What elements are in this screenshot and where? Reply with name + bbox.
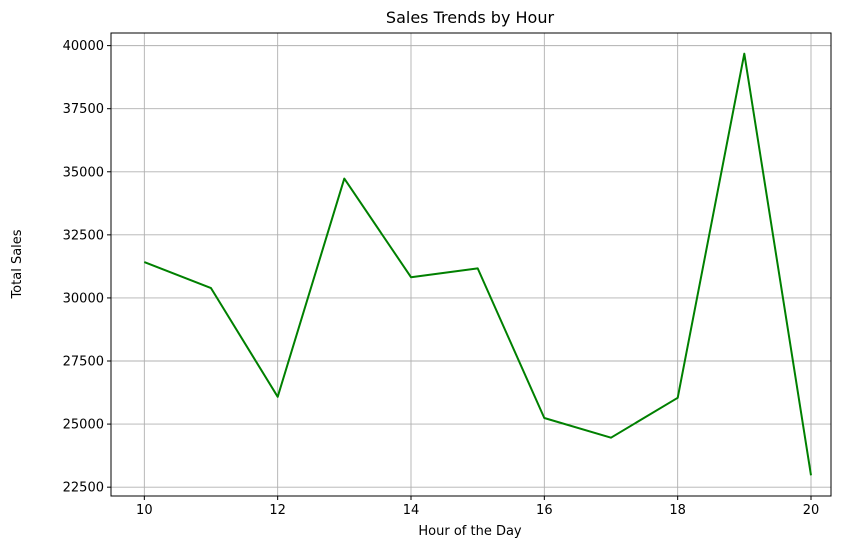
x-tick-label: 16 (536, 503, 553, 518)
y-tick-label: 40000 (63, 39, 104, 54)
plot-frame (110, 32, 832, 497)
y-tick-label: 35000 (63, 165, 104, 180)
y-axis: 22500 25000 27500 30000 32500 35000 37500 40000 (63, 39, 111, 496)
y-axis-label: Total Sales (10, 229, 25, 299)
y-tick-label: 32500 (63, 228, 104, 243)
y-tick-label: 37500 (63, 102, 104, 117)
x-tick-label: 18 (669, 503, 686, 518)
x-tick-label: 12 (269, 503, 286, 518)
sales-series-line (143, 52, 812, 476)
x-tick-label: 10 (136, 503, 153, 518)
x-tick-label: 20 (803, 503, 820, 518)
y-tick-label: 27500 (63, 355, 104, 370)
grid (111, 33, 831, 496)
y-tick-label: 25000 (63, 418, 104, 433)
x-tick-label: 14 (403, 503, 420, 518)
y-tick-label: 22500 (63, 481, 104, 496)
y-tick-label: 30000 (63, 291, 104, 306)
chart-title: Sales Trends by Hour (386, 8, 555, 27)
x-axis: 10 12 14 16 18 20 (136, 496, 819, 518)
x-axis-label: Hour of the Day (418, 524, 522, 539)
series-layer (143, 52, 812, 476)
